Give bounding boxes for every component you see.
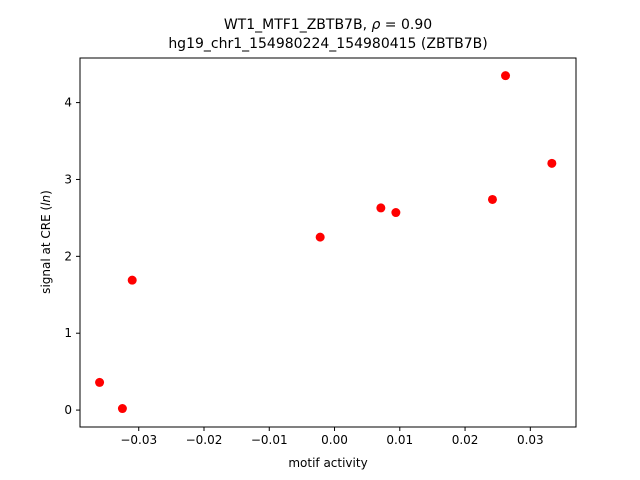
y-tick-label: 4 [64, 96, 72, 110]
data-point [547, 158, 557, 168]
data-point [117, 404, 127, 414]
data-point [376, 203, 386, 213]
y-tick-label: 2 [64, 249, 72, 263]
data-point [391, 208, 401, 218]
x-tick-label: 0.03 [517, 433, 544, 447]
data-point [501, 71, 511, 81]
x-tick-label: 0.02 [452, 433, 479, 447]
axes-frame [79, 57, 577, 428]
y-tick-label: 1 [64, 326, 72, 340]
y-axis-ticks: 0 1 2 3 4 [64, 96, 80, 417]
x-tick-label: 0.01 [386, 433, 413, 447]
x-tick-label: −0.02 [186, 433, 223, 447]
data-point [487, 194, 497, 204]
y-tick-label: 0 [64, 403, 72, 417]
chart-title-line2: hg19_chr1_154980224_154980415 (ZBTB7B) [168, 36, 487, 52]
x-tick-label: 0.00 [321, 433, 348, 447]
data-point [95, 377, 105, 387]
data-point [127, 275, 137, 285]
data-point [315, 232, 325, 242]
chart-title-line1: WT1_MTF1_ZBTB7B, ρ = 0.90 [224, 17, 432, 33]
x-tick-label: −0.01 [251, 433, 288, 447]
x-tick-label: −0.03 [120, 433, 157, 447]
y-axis-label: signal at CRE (ln) [39, 190, 53, 294]
y-tick-label: 3 [64, 172, 72, 186]
x-axis-ticks: −0.03 −0.02 −0.01 0.00 0.01 0.02 0.03 [120, 427, 544, 447]
plot-area [95, 71, 557, 414]
x-axis-label: motif activity [288, 456, 367, 470]
